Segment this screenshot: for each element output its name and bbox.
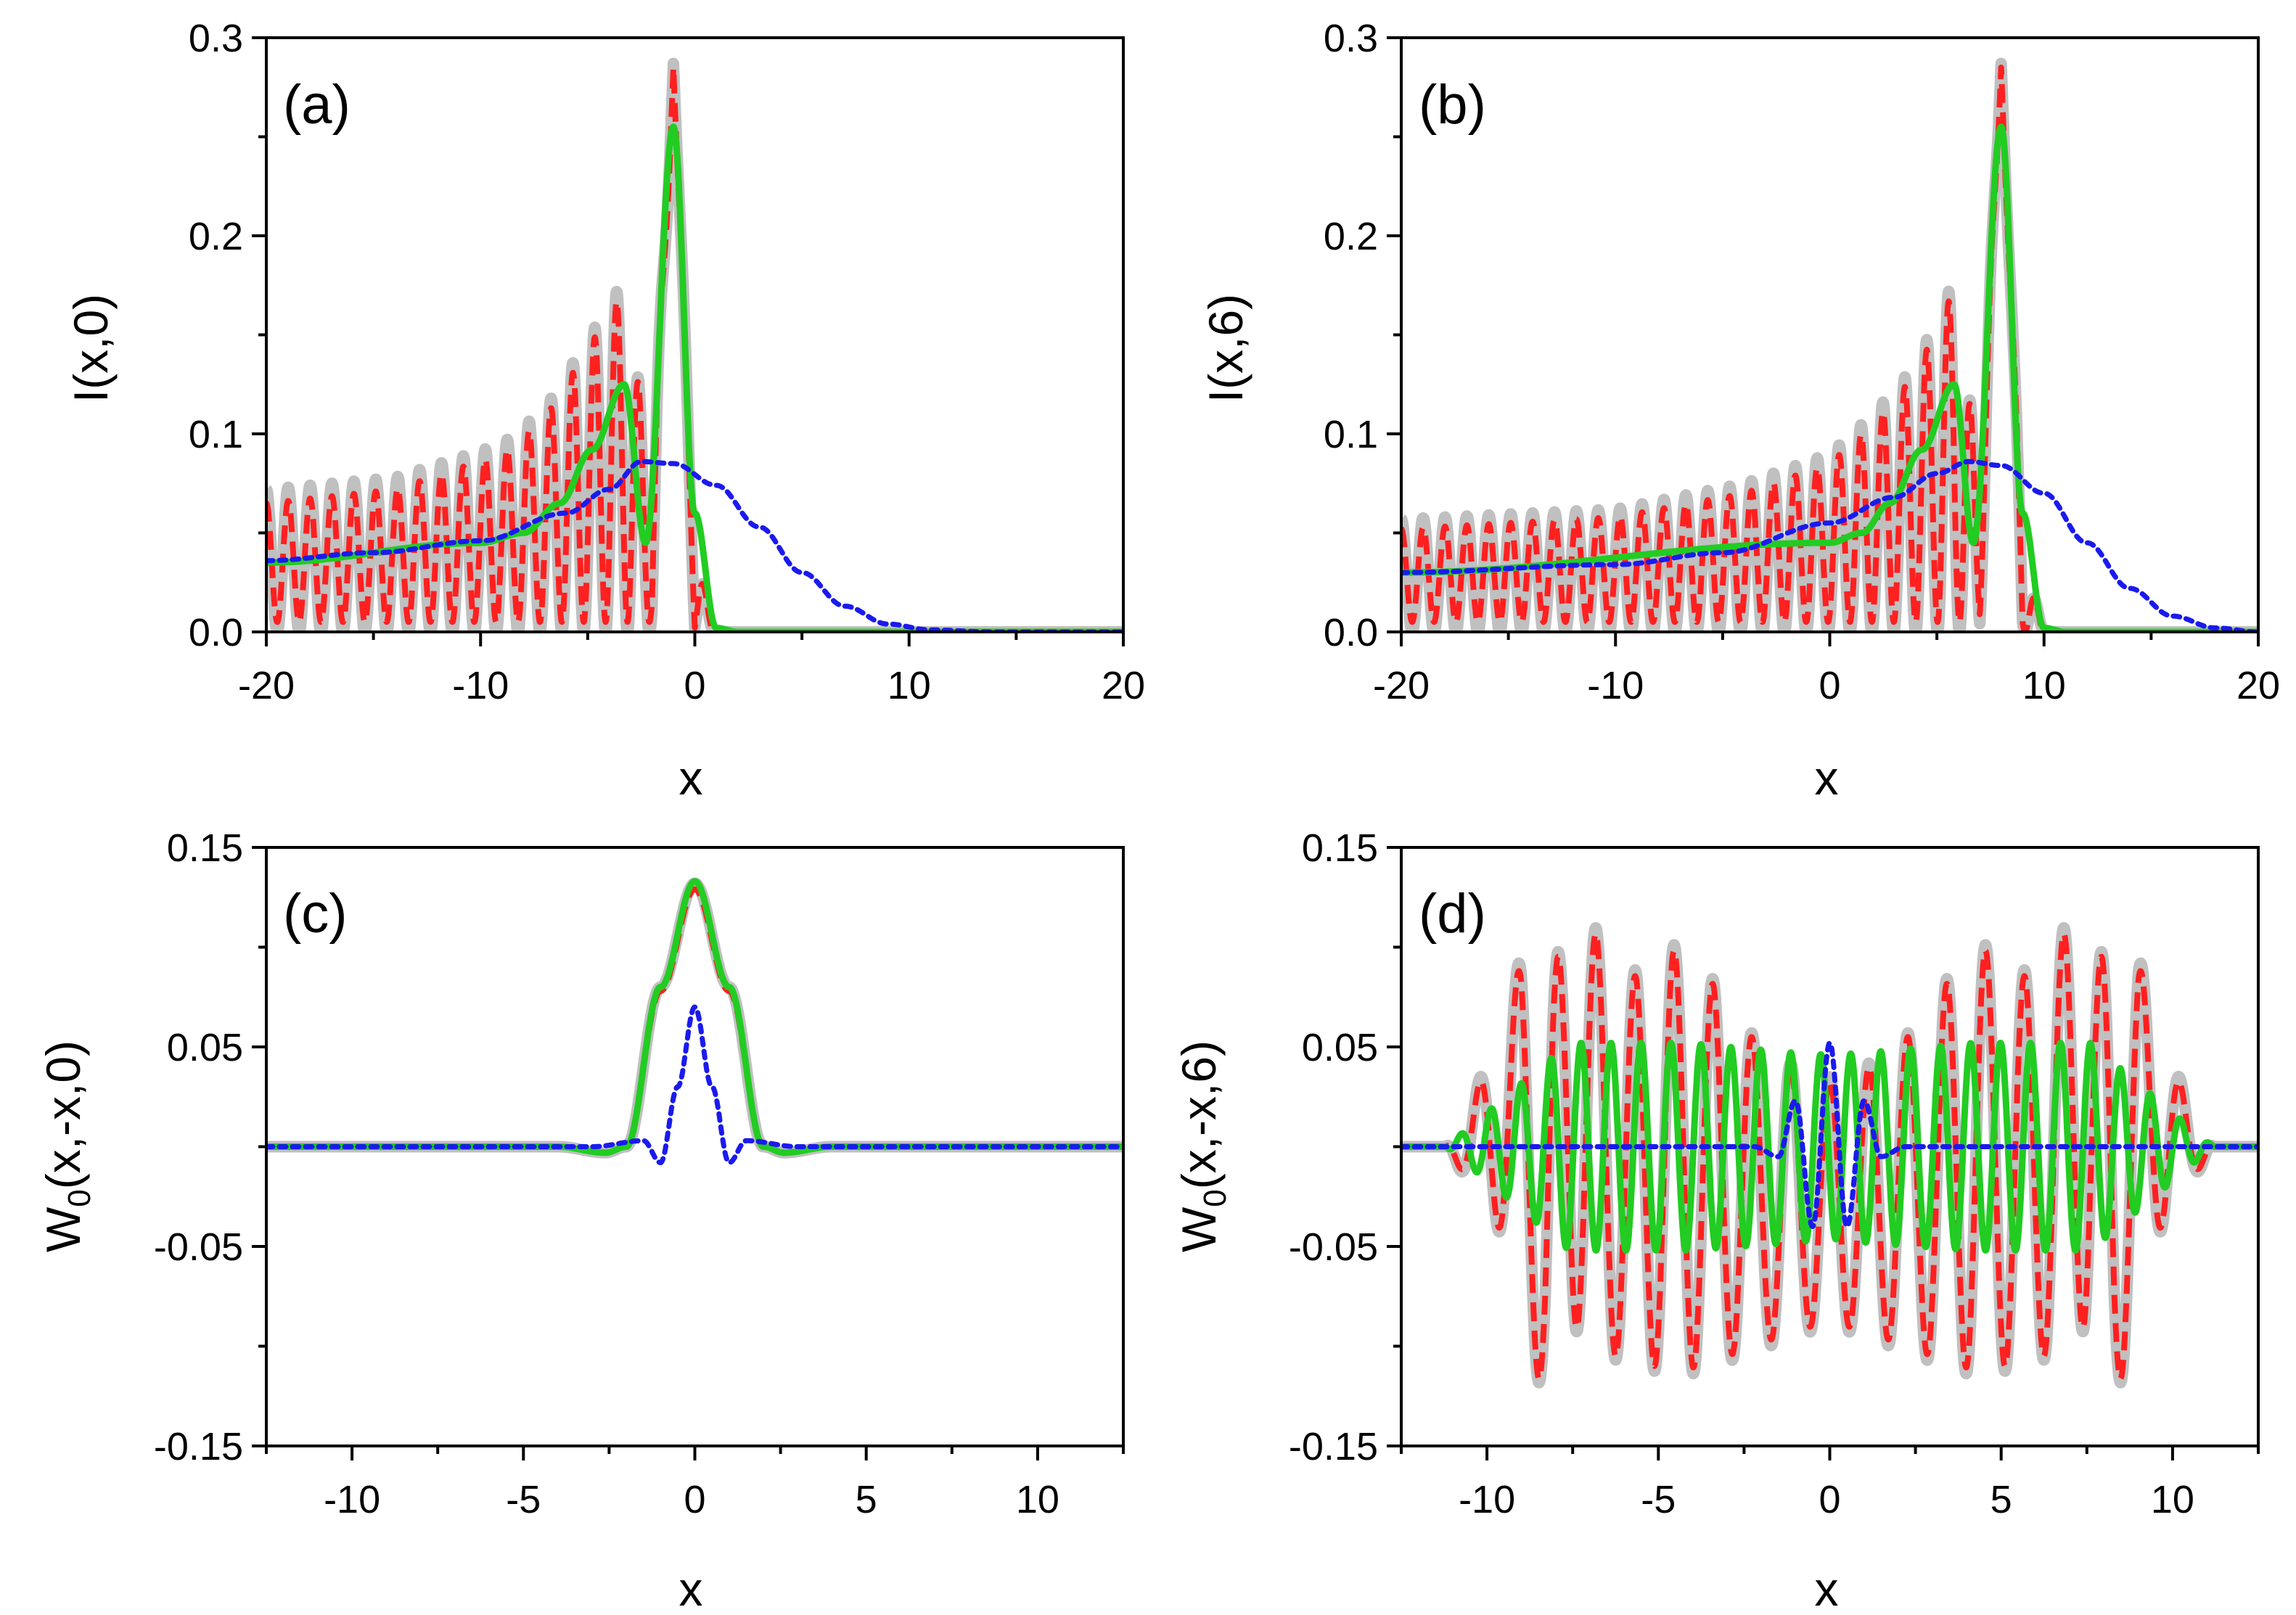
- x-tick-label-c-0: -10: [324, 1478, 380, 1521]
- x-tick-label-a-1: -10: [452, 664, 509, 707]
- panel-c-ylabel: W0(x,-x,0): [36, 1040, 97, 1252]
- x-tick-label-a-4: 20: [1102, 664, 1145, 707]
- x-tick-label-d-1: -5: [1641, 1478, 1676, 1521]
- panel-a-label: (a): [283, 74, 350, 136]
- panel-d: (d) x W0(x,-x,6) -10 -5 0 5 10 0.15 0.05 -0.05 -…: [1172, 826, 2260, 1615]
- series-c-3: [266, 878, 1123, 1156]
- y-tick-label-a-1: 0.1: [189, 413, 243, 456]
- series-a-4: [266, 459, 1123, 632]
- panel-c: (c) x W0(x,-x,0) -10 -5 0 5 10 0.15 0.05 -0.05 -…: [36, 826, 1125, 1615]
- series-b-4: [1401, 459, 2258, 632]
- panel-b-label: (b): [1419, 74, 1486, 136]
- panel-d-label: (d): [1419, 883, 1486, 945]
- panel-d-ylabel: W0(x,-x,6): [1172, 1040, 1233, 1252]
- x-tick-label-c-1: -5: [506, 1478, 541, 1521]
- panel-a-xlabel: x: [679, 751, 703, 805]
- x-tick-label-b-3: 10: [2022, 664, 2066, 707]
- y-tick-label-a-3: 0.3: [189, 17, 243, 60]
- y-tick-label-c-3: -0.15: [154, 1425, 243, 1468]
- y-tick-label-c-0: 0.15: [167, 826, 243, 870]
- x-tick-label-b-4: 20: [2236, 664, 2280, 707]
- plot-area-b: [1401, 57, 2258, 632]
- x-tick-label-c-2: 0: [684, 1478, 705, 1521]
- x-tick-label-d-4: 10: [2151, 1478, 2194, 1521]
- y-tick-label-d-3: -0.15: [1289, 1425, 1378, 1468]
- panel-d-xlabel: x: [1815, 1562, 1839, 1615]
- x-tick-label-b-0: -20: [1373, 664, 1430, 707]
- x-tick-label-c-4: 10: [1016, 1478, 1059, 1521]
- y-tick-label-d-1: 0.05: [1302, 1026, 1378, 1069]
- series-b-2: [1401, 65, 2258, 632]
- y-tick-label-d-2: -0.05: [1289, 1225, 1378, 1269]
- panel-a-ylabel: I(x,0): [64, 294, 118, 403]
- series-d-4: [1401, 1040, 2258, 1229]
- y-tick-label-c-1: 0.05: [167, 1026, 243, 1069]
- series-d-3: [1401, 1040, 2258, 1254]
- x-tick-label-d-0: -10: [1459, 1478, 1515, 1521]
- y-tick-label-b-0: 0.0: [1324, 611, 1378, 654]
- x-tick-label-b-2: 0: [1819, 664, 1840, 707]
- y-tick-label-a-0: 0.0: [189, 611, 243, 654]
- plot-area-a: [266, 57, 1123, 632]
- y-tick-label-c-2: -0.05: [154, 1225, 243, 1269]
- x-tick-label-a-0: -20: [238, 664, 295, 707]
- x-tick-label-a-3: 10: [887, 664, 931, 707]
- x-tick-label-b-1: -10: [1587, 664, 1644, 707]
- x-tick-label-d-3: 5: [1990, 1478, 2012, 1521]
- series-d-1: [1401, 922, 2258, 1389]
- series-c-1: [266, 877, 1123, 1159]
- panel-a: (a) x I(x,0) -20 -10 0 10 20 0.0 0.1 0.2 0.3: [64, 17, 1145, 805]
- x-tick-label-d-2: 0: [1819, 1478, 1840, 1521]
- plot-area-d: [1401, 922, 2258, 1389]
- panel-c-xlabel: x: [679, 1562, 703, 1615]
- panel-b-xlabel: x: [1815, 751, 1839, 805]
- y-tick-label-d-0: 0.15: [1302, 826, 1378, 870]
- panel-b: (b) x I(x,6) -20 -10 0 10 20 0.0 0.1 0.2 0.3: [1199, 17, 2280, 805]
- series-c-4: [266, 1004, 1123, 1165]
- x-tick-label-c-3: 5: [856, 1478, 877, 1521]
- plot-area-c: [266, 877, 1123, 1165]
- panel-c-label: (c): [283, 883, 348, 945]
- x-tick-label-a-2: 0: [684, 664, 705, 707]
- series-a-2: [266, 65, 1123, 632]
- y-tick-label-b-2: 0.2: [1324, 215, 1378, 258]
- panel-b-ylabel: I(x,6): [1199, 294, 1252, 403]
- series-c-2: [266, 886, 1123, 1156]
- y-tick-label-a-2: 0.2: [189, 215, 243, 258]
- y-tick-label-b-1: 0.1: [1324, 413, 1378, 456]
- y-tick-label-b-3: 0.3: [1324, 17, 1378, 60]
